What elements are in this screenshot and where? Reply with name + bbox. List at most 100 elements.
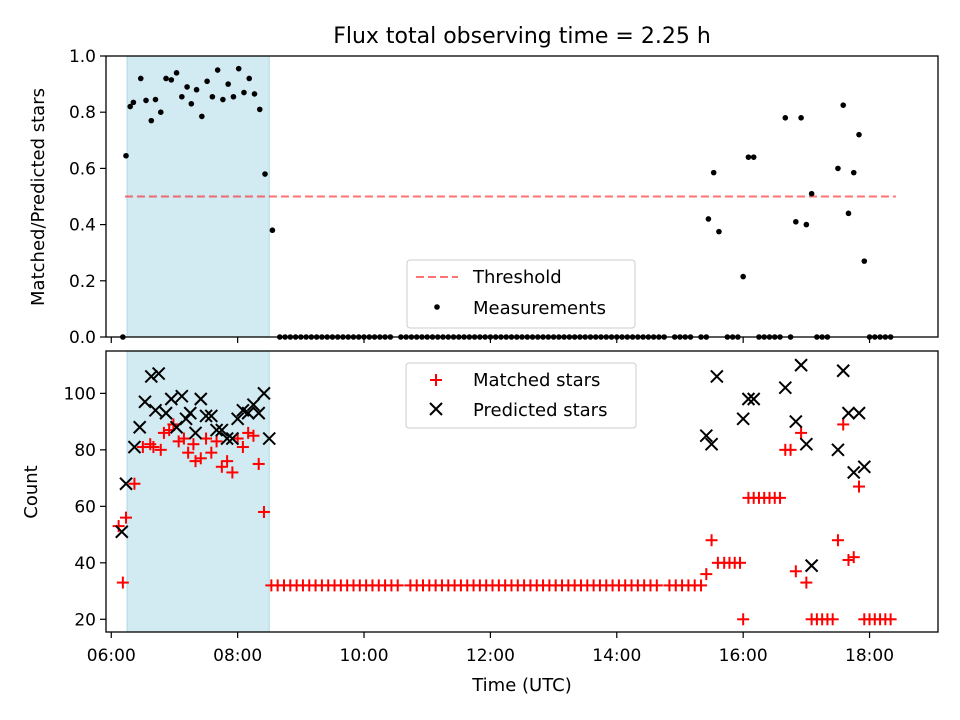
measurement-point	[716, 228, 722, 235]
measurement-point	[835, 165, 841, 172]
measurement-point	[123, 152, 129, 159]
predicted-star-point	[794, 358, 808, 372]
top-legend[interactable]: Threshold Measurements	[406, 259, 636, 329]
measurement-point	[188, 100, 195, 107]
measurement-point	[220, 96, 226, 103]
matched-star-point	[147, 441, 160, 454]
predicted-star-point	[188, 426, 203, 440]
bottom-y-axis-label: Count	[21, 465, 42, 518]
measurement-point	[225, 81, 231, 87]
matched-star-point	[700, 568, 713, 581]
x-tick-label: 06:00	[87, 646, 136, 666]
predicted-star-point	[789, 414, 803, 429]
predicted-star-point	[199, 409, 213, 423]
matched-star-point	[884, 613, 897, 626]
predicted-star-point	[225, 431, 240, 446]
measurement-point	[850, 169, 857, 176]
measurement-point	[705, 216, 712, 222]
measurement-point	[179, 93, 185, 100]
predicted-star-point	[257, 386, 271, 401]
measurement-point	[745, 154, 752, 160]
measurement-point	[793, 218, 799, 225]
measurement-point	[798, 115, 804, 121]
matched-star-point	[705, 534, 718, 547]
matched-star-point	[200, 432, 213, 445]
measurement-point	[127, 103, 134, 110]
predicted-star-point	[241, 406, 255, 420]
matched-star-point	[737, 613, 750, 626]
predicted-star-point	[159, 406, 173, 420]
measurement-point	[246, 75, 253, 82]
predicted-star-point	[799, 437, 814, 451]
bottom-x-ticks: 06:00 08:00 10:00 12:00 14:00 16:00 18:00	[87, 632, 894, 666]
matched-star-point	[221, 455, 234, 468]
predicted-star-point	[220, 431, 234, 446]
predicted-star-point	[836, 364, 850, 378]
top-y-ticks: 0.0 0.2 0.4 0.6 0.8 1.0	[69, 47, 106, 348]
measurement-point	[856, 131, 862, 138]
predicted-star-point	[194, 392, 208, 406]
matched-star-point	[210, 435, 223, 448]
predicted-star-point	[204, 409, 219, 423]
bottom-y-ticks: 20 40 60 80 100	[64, 384, 106, 630]
matched-star-point	[116, 576, 129, 589]
measurement-point	[840, 102, 847, 108]
matched-star-point	[391, 579, 404, 592]
predicted-star-point	[847, 465, 861, 480]
measurement-point	[235, 65, 242, 72]
predicted-star-point	[151, 366, 166, 381]
matched-star-point	[831, 534, 844, 547]
matched-star-point	[242, 426, 255, 439]
measurement-point	[256, 106, 263, 113]
y-tick-label: 0.2	[69, 272, 96, 292]
y-tick-label: 0.8	[69, 103, 96, 123]
matched-star-point	[774, 491, 787, 504]
predicted-star-point	[183, 406, 197, 420]
measurement-point	[710, 169, 717, 176]
predicted-star-point	[699, 429, 714, 443]
predicted-star-point	[209, 423, 224, 437]
matched-star-point	[650, 579, 663, 592]
measurement-point	[209, 93, 216, 100]
measurement-point	[193, 86, 200, 93]
predicted-star-point	[179, 412, 193, 426]
matched-star-point	[789, 565, 802, 578]
y-tick-label: 100	[64, 384, 96, 404]
predicted-star-point	[230, 412, 245, 426]
matched-star-point	[734, 556, 747, 569]
measurement-point	[168, 77, 175, 83]
measurement-point	[148, 117, 155, 124]
matched-star-point	[172, 435, 185, 448]
matched-star-point	[112, 520, 125, 533]
x-tick-label: 10:00	[340, 646, 389, 666]
measurement-point	[861, 258, 868, 264]
matched-star-point	[157, 426, 170, 439]
bottom-legend[interactable]: Matched stars Predicted stars	[405, 362, 637, 429]
predicted-star-point	[746, 392, 761, 406]
predicted-star-point	[138, 395, 152, 409]
measurement-point	[269, 227, 276, 234]
predicted-star-point	[831, 443, 845, 457]
top-y-axis-label: Matched/Predicted stars	[28, 88, 49, 306]
measurement-point	[214, 67, 221, 73]
y-tick-label: 0.4	[69, 216, 96, 236]
measurement-point	[262, 171, 268, 177]
matched-star-point	[800, 576, 813, 589]
predicted-star-point	[262, 431, 276, 446]
measurement-point	[152, 96, 159, 103]
matched-star-point	[194, 452, 207, 465]
measurement-point	[803, 221, 810, 228]
predicted-legend-label: Predicted stars	[473, 400, 607, 421]
measurement-point	[845, 210, 852, 217]
predicted-star-point	[148, 403, 163, 418]
measurement-point	[782, 115, 789, 121]
y-tick-label: 0.6	[69, 159, 96, 179]
measurement-point	[750, 154, 757, 160]
predicted-star-point	[132, 420, 147, 434]
matched-star-point	[247, 429, 260, 442]
bottom-legend-box	[405, 362, 637, 429]
measurement-point	[130, 99, 137, 106]
matched-legend-label: Matched stars	[473, 370, 600, 391]
x-tick-label: 08:00	[213, 646, 262, 666]
